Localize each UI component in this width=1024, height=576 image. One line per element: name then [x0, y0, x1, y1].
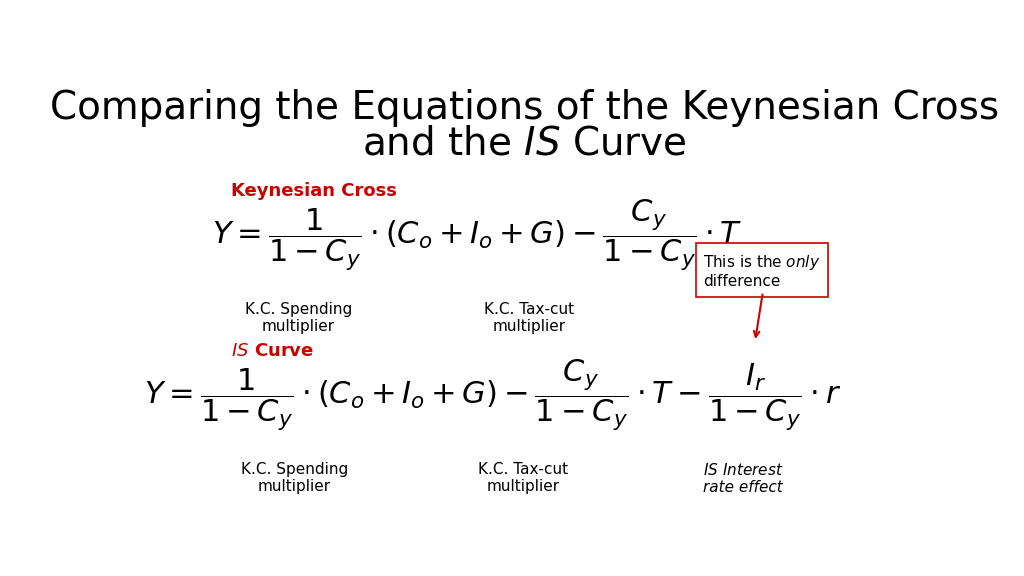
Text: Keynesian Cross: Keynesian Cross — [231, 182, 397, 200]
Text: This is the $\mathit{only}$
difference: This is the $\mathit{only}$ difference — [703, 253, 820, 289]
Text: K.C. Tax-cut
multiplier: K.C. Tax-cut multiplier — [483, 302, 573, 334]
Text: $Y = \dfrac{1}{1-C_y} \cdot (C_o + I_o + G) - \dfrac{C_y}{1-C_y} \cdot T - \dfra: $Y = \dfrac{1}{1-C_y} \cdot (C_o + I_o +… — [144, 357, 842, 433]
Text: $Y = \dfrac{1}{1-C_y} \cdot (C_o + I_o + G) - \dfrac{C_y}{1-C_y} \cdot T$: $Y = \dfrac{1}{1-C_y} \cdot (C_o + I_o +… — [212, 198, 742, 274]
Text: and the $\mathit{IS}$ Curve: and the $\mathit{IS}$ Curve — [362, 124, 687, 162]
Text: $\mathit{IS}$ Curve: $\mathit{IS}$ Curve — [231, 342, 314, 360]
Text: K.C. Spending
multiplier: K.C. Spending multiplier — [245, 302, 352, 334]
Text: K.C. Tax-cut
multiplier: K.C. Tax-cut multiplier — [478, 461, 568, 494]
Text: $\mathit{IS}$ Interest
rate effect: $\mathit{IS}$ Interest rate effect — [702, 461, 783, 495]
Text: K.C. Spending
multiplier: K.C. Spending multiplier — [241, 461, 348, 494]
Text: Comparing the Equations of the Keynesian Cross: Comparing the Equations of the Keynesian… — [50, 89, 999, 127]
